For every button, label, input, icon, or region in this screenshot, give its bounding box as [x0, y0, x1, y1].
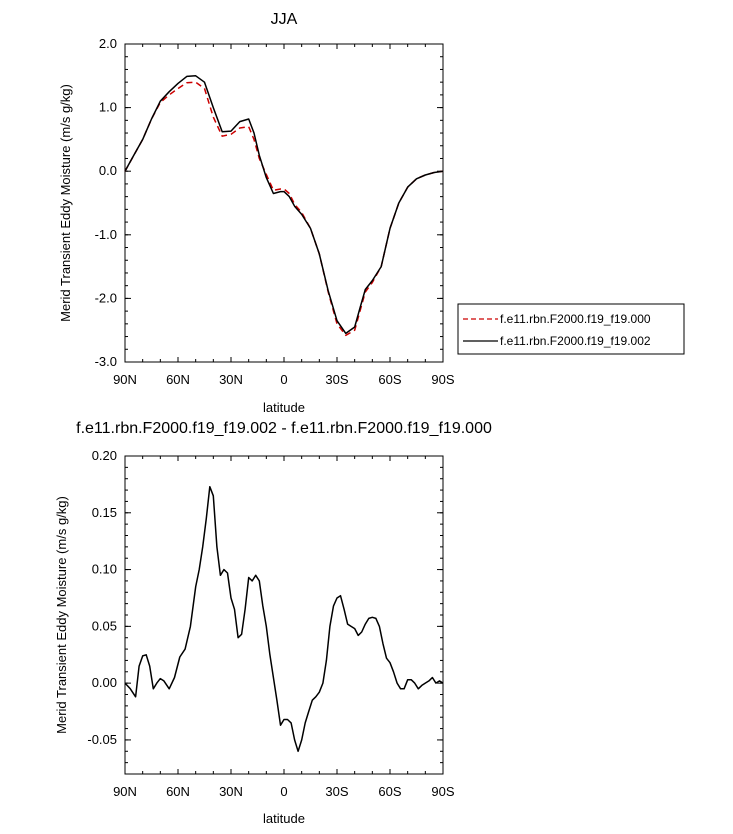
series-line-top-0	[124, 81, 444, 337]
y-tick-label: 0.0	[99, 163, 117, 178]
y-axis-label-top: Merid Transient Eddy Moisture (m/s g/kg)	[58, 84, 73, 322]
panel-bottom: f.e11.rbn.F2000.f19_f19.002 - f.e11.rbn.…	[54, 420, 492, 826]
x-axis-label-bottom: latitude	[263, 811, 305, 826]
x-tick-label: 90N	[113, 372, 137, 387]
y-tick-label: 2.0	[99, 36, 117, 51]
x-tick-label: 60S	[378, 372, 401, 387]
x-tick-label: 30S	[325, 784, 348, 799]
y-tick-label: 0.05	[92, 618, 117, 633]
x-tick-label: 0	[280, 784, 287, 799]
plot-frame-bottom	[124, 455, 444, 775]
x-tick-label: 60N	[166, 372, 190, 387]
x-tick-label: 30S	[325, 372, 348, 387]
y-tick-label: -2.0	[95, 290, 117, 305]
legend: f.e11.rbn.F2000.f19_f19.000 f.e11.rbn.F2…	[457, 303, 685, 355]
x-tick-label: 60S	[378, 784, 401, 799]
series-line-top-1	[124, 75, 444, 335]
y-tick-label: 0.10	[92, 562, 117, 577]
y-tick-label: 0.20	[92, 448, 117, 463]
legend-label-series-1: f.e11.rbn.F2000.f19_f19.002	[500, 334, 651, 348]
y-tick-label: -3.0	[95, 354, 117, 369]
y-tick-label: -0.05	[87, 732, 117, 747]
series-line-bottom-0	[124, 485, 444, 753]
y-tick-label: -1.0	[95, 227, 117, 242]
y-tick-label: 1.0	[99, 100, 117, 115]
y-axis-label-bottom: Merid Transient Eddy Moisture (m/s g/kg)	[54, 496, 69, 734]
x-tick-label: 90S	[431, 784, 454, 799]
panel-top: JJA 90N 60N 30N 0 30S 60S 90S 2.0 1.0 0.0 -1.0 -2.0…	[58, 11, 685, 415]
legend-label-series-0: f.e11.rbn.F2000.f19_f19.000	[500, 312, 651, 326]
axis-ticks-bottom: 90N 60N 30N 0 30S 60S 90S 0.20 0.15 0.10 0.05 0.00 -…	[87, 448, 455, 799]
chart-title-bottom: f.e11.rbn.F2000.f19_f19.002 - f.e11.rbn.…	[76, 420, 492, 437]
chart-title-top: JJA	[271, 11, 298, 28]
x-axis-label-top: latitude	[263, 400, 305, 415]
x-tick-label: 30N	[219, 372, 243, 387]
x-tick-label: 60N	[166, 784, 190, 799]
x-tick-label: 90S	[431, 372, 454, 387]
y-tick-label: 0.00	[92, 675, 117, 690]
series-lines-top	[124, 75, 444, 337]
legend-box	[457, 303, 685, 355]
x-tick-label: 90N	[113, 784, 137, 799]
y-tick-label: 0.15	[92, 505, 117, 520]
x-tick-label: 0	[280, 372, 287, 387]
x-tick-label: 30N	[219, 784, 243, 799]
axis-ticks-top: 90N 60N 30N 0 30S 60S 90S 2.0 1.0 0.0 -1.0 -2.0 -3.0	[95, 36, 455, 387]
series-lines-bottom	[124, 485, 444, 753]
